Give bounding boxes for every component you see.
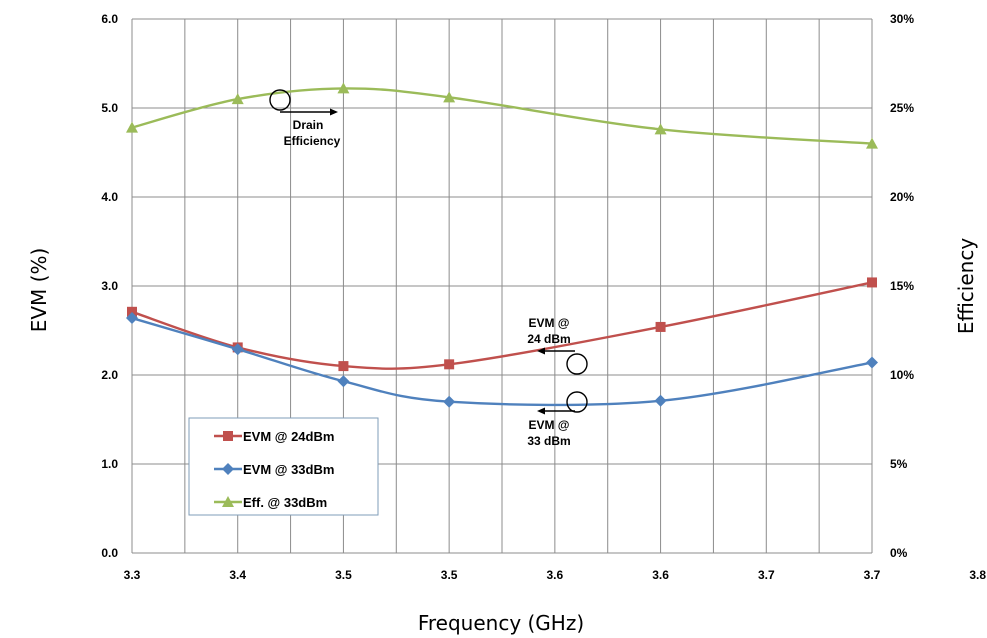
- data-point-eff-33dbm: [337, 82, 350, 94]
- y-left-tick-label: 2.0: [101, 368, 118, 382]
- evm33-label-line1: EVM @: [528, 418, 569, 432]
- evm33-label-line2: 33 dBm: [527, 434, 570, 448]
- legend-marker-eff-33dbm: [222, 496, 234, 507]
- data-point-eff-33dbm: [231, 93, 244, 105]
- x-tick-label: 3.5: [441, 568, 458, 582]
- evm24-label-line2: 24 dBm: [527, 332, 570, 346]
- x-tick-label: 3.6: [652, 568, 669, 582]
- y-left-axis-title: EVM (%): [27, 248, 51, 333]
- data-point-evm-24dbm: [127, 306, 137, 317]
- drain-efficiency-arrowhead: [330, 108, 338, 116]
- y-left-tick-labels: 0.0 1.0 2.0 3.0 4.0 5.0 6.0: [101, 12, 118, 560]
- y-right-tick-label: 15%: [890, 279, 914, 293]
- x-tick-labels: 3.3 3.4 3.5 3.5 3.6 3.6 3.7 3.7 3.8: [124, 568, 987, 582]
- legend-marker-evm-24dbm: [223, 431, 233, 441]
- y-left-tick-label: 6.0: [101, 12, 118, 26]
- y-left-tick-label: 1.0: [101, 457, 118, 471]
- data-point-evm-24dbm: [338, 361, 349, 372]
- evm24-arrowhead: [537, 347, 545, 355]
- legend-marker-evm-33dbm: [222, 463, 234, 475]
- data-point-eff-33dbm: [126, 121, 138, 133]
- y-right-tick-labels: 0% 5% 10% 15% 20% 25% 30%: [890, 12, 914, 560]
- data-point-evm-33dbm: [231, 343, 244, 356]
- legend-label-evm-33dbm: EVM @ 33dBm: [243, 462, 334, 477]
- legend-label-eff-33dbm: Eff. @ 33dBm: [243, 495, 327, 510]
- grid: [131, 18, 873, 554]
- data-point-eff-33dbm: [866, 137, 878, 149]
- y-left-tick-label: 3.0: [101, 279, 118, 293]
- y-right-tick-label: 0%: [890, 546, 908, 560]
- y-right-tick-label: 10%: [890, 368, 914, 382]
- x-tick-label: 3.8: [969, 568, 986, 582]
- data-point-eff-33dbm: [654, 123, 667, 135]
- evm24-label-line1: EVM @: [528, 316, 569, 330]
- x-axis-title: Frequency (GHz): [418, 611, 584, 635]
- data-point-evm-33dbm: [443, 395, 456, 408]
- y-right-tick-label: 5%: [890, 457, 908, 471]
- drain-efficiency-label-line2: Efficiency: [284, 134, 341, 148]
- y-left-tick-label: 0.0: [101, 546, 118, 560]
- data-point-evm-24dbm: [867, 277, 877, 288]
- y-right-tick-label: 30%: [890, 12, 914, 26]
- y-left-tick-label: 4.0: [101, 190, 118, 204]
- evm33-arrowhead: [537, 407, 545, 415]
- legend-label-evm-24dbm: EVM @ 24dBm: [243, 429, 334, 444]
- evm24-callout-circle: [566, 353, 588, 375]
- drain-efficiency-callout-circle: [269, 89, 291, 111]
- data-point-evm-33dbm: [866, 356, 878, 369]
- x-tick-label: 3.3: [124, 568, 141, 582]
- legend-box: [188, 417, 379, 516]
- drain-efficiency-label-line1: Drain: [293, 118, 324, 132]
- y-right-axis-title: Efficiency: [954, 238, 978, 335]
- annotations: Drain Efficiency EVM @ 24 dBm EVM @ 33 d…: [269, 89, 588, 448]
- data-point-evm-33dbm: [654, 394, 667, 407]
- legend: EVM @ 24dBm EVM @ 33dBm Eff. @ 33dBm: [188, 417, 379, 516]
- y-right-tick-label: 25%: [890, 101, 914, 115]
- x-tick-label: 3.7: [758, 568, 775, 582]
- evm33-callout-circle: [566, 391, 588, 413]
- y-right-tick-label: 20%: [890, 190, 914, 204]
- x-tick-label: 3.7: [864, 568, 881, 582]
- data-point-eff-33dbm: [443, 91, 456, 103]
- x-tick-label: 3.5: [335, 568, 352, 582]
- data-point-evm-33dbm: [337, 375, 350, 388]
- y-left-tick-label: 5.0: [101, 101, 118, 115]
- data-point-evm-24dbm: [444, 359, 455, 370]
- series-group: [126, 82, 878, 408]
- x-tick-label: 3.6: [547, 568, 564, 582]
- x-tick-label: 3.4: [229, 568, 246, 582]
- data-point-evm-24dbm: [655, 321, 666, 332]
- data-point-evm-33dbm: [126, 312, 138, 325]
